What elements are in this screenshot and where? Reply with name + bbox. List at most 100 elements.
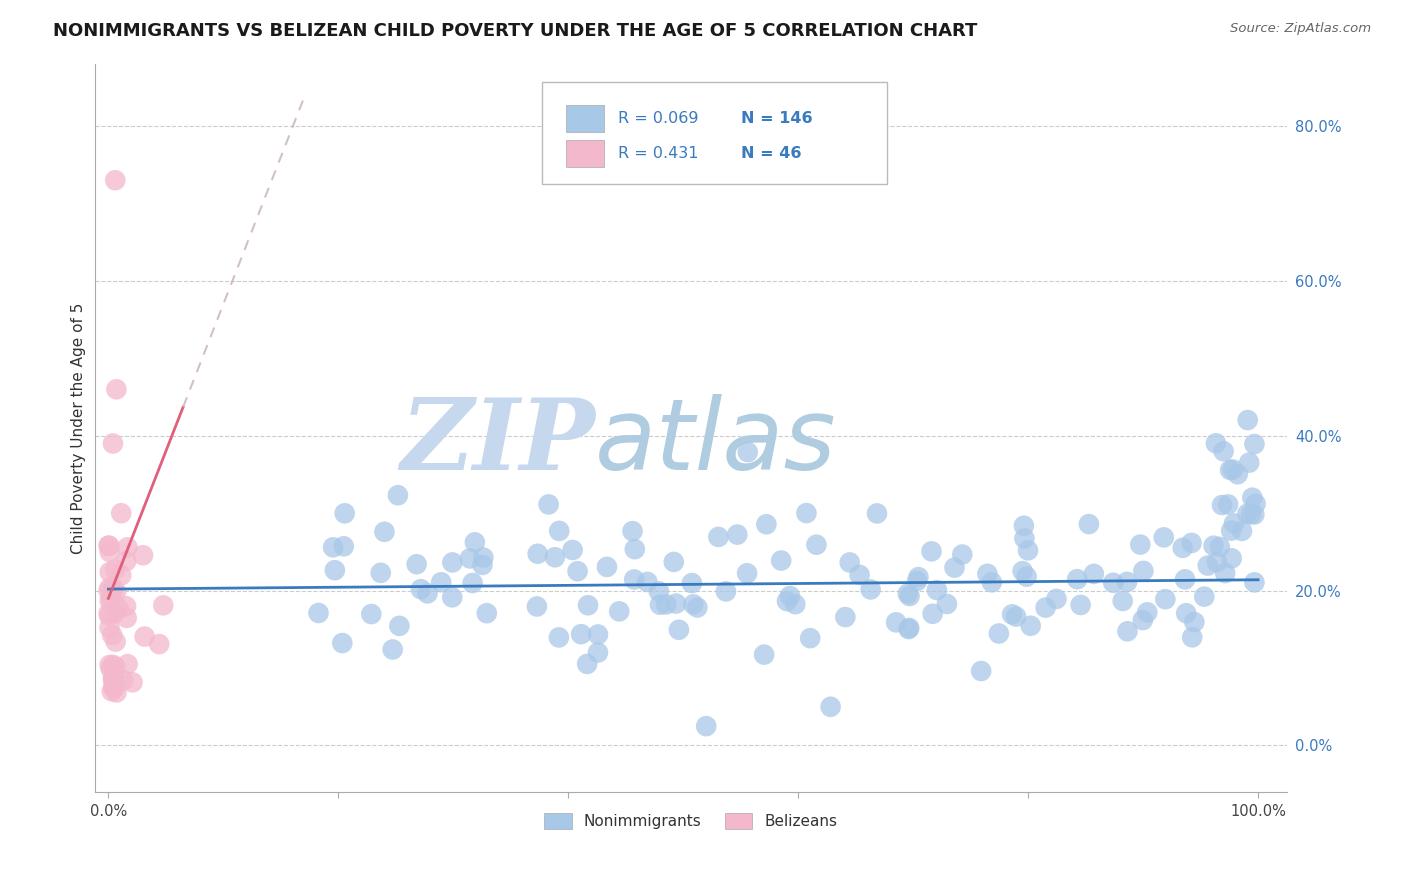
Point	[1116, 574, 1139, 589]
Point	[976, 566, 998, 581]
Point	[1015, 569, 1038, 583]
Point	[121, 675, 143, 690]
Point	[441, 591, 464, 605]
Point	[770, 553, 793, 567]
Point	[115, 599, 138, 614]
Text: N = 46: N = 46	[741, 146, 801, 161]
Point	[100, 684, 122, 698]
Point	[1205, 436, 1227, 450]
Point	[132, 548, 155, 562]
Point	[98, 594, 121, 608]
Point	[107, 601, 129, 615]
Point	[98, 565, 121, 579]
Point	[607, 604, 630, 618]
Point	[387, 488, 409, 502]
Point	[134, 630, 156, 644]
Y-axis label: Child Poverty Under the Age of 5: Child Poverty Under the Age of 5	[72, 302, 86, 554]
Point	[1077, 517, 1099, 532]
Point	[101, 673, 124, 688]
Point	[714, 584, 737, 599]
Point	[1011, 564, 1033, 578]
Point	[104, 173, 127, 187]
FancyBboxPatch shape	[541, 82, 887, 184]
Point	[1222, 462, 1244, 476]
Point	[98, 657, 121, 672]
Point	[1019, 619, 1042, 633]
Text: NONIMMIGRANTS VS BELIZEAN CHILD POVERTY UNDER THE AGE OF 5 CORRELATION CHART: NONIMMIGRANTS VS BELIZEAN CHILD POVERTY …	[53, 22, 977, 40]
Point	[112, 673, 135, 688]
Point	[441, 556, 464, 570]
Point	[779, 589, 801, 603]
Point	[905, 574, 928, 588]
Point	[308, 606, 330, 620]
Point	[1220, 524, 1243, 538]
Point	[115, 611, 138, 625]
Point	[1012, 518, 1035, 533]
Point	[1226, 467, 1249, 482]
Text: N = 146: N = 146	[741, 112, 813, 126]
Point	[100, 585, 122, 599]
Point	[101, 436, 124, 450]
Point	[100, 592, 122, 607]
Point	[103, 670, 125, 684]
Text: R = 0.431: R = 0.431	[619, 146, 699, 161]
Point	[97, 539, 120, 553]
Point	[897, 587, 920, 601]
Point	[668, 623, 690, 637]
Point	[461, 576, 484, 591]
Point	[576, 657, 599, 671]
Point	[1175, 606, 1198, 620]
Point	[1153, 530, 1175, 544]
Point	[105, 685, 128, 699]
Point	[104, 607, 127, 621]
Point	[464, 535, 486, 549]
Point	[925, 582, 948, 597]
Point	[1005, 609, 1028, 624]
Point	[799, 631, 821, 645]
Point	[1241, 491, 1264, 505]
Point	[796, 506, 818, 520]
Point	[103, 681, 125, 695]
Point	[105, 585, 128, 599]
Point	[1181, 630, 1204, 644]
Point	[1017, 543, 1039, 558]
Point	[471, 558, 494, 572]
Point	[360, 607, 382, 621]
Text: R = 0.069: R = 0.069	[619, 112, 699, 126]
Point	[1244, 497, 1267, 511]
Point	[1236, 507, 1258, 521]
Point	[586, 627, 609, 641]
Point	[921, 544, 943, 558]
Point	[101, 670, 124, 684]
Point	[648, 584, 671, 599]
Point	[898, 621, 921, 635]
Point	[1014, 532, 1036, 546]
Point	[1223, 516, 1246, 531]
Point	[1174, 572, 1197, 586]
Point	[665, 597, 688, 611]
Point	[567, 564, 589, 578]
FancyBboxPatch shape	[565, 105, 603, 133]
Point	[148, 637, 170, 651]
Point	[333, 506, 356, 520]
Point	[101, 628, 124, 642]
Point	[682, 598, 704, 612]
Point	[1216, 498, 1239, 512]
Point	[655, 598, 678, 612]
Point	[101, 657, 124, 672]
Point	[1129, 538, 1152, 552]
Point	[725, 527, 748, 541]
Point	[458, 551, 481, 566]
Point	[323, 563, 346, 577]
Point	[373, 524, 395, 539]
Point	[472, 550, 495, 565]
Point	[98, 581, 121, 595]
Point	[1213, 566, 1236, 580]
Point	[1202, 539, 1225, 553]
Point	[1116, 624, 1139, 639]
Point	[98, 608, 121, 623]
Point	[1112, 594, 1135, 608]
Point	[152, 599, 174, 613]
Point	[623, 573, 645, 587]
Point	[100, 662, 122, 676]
